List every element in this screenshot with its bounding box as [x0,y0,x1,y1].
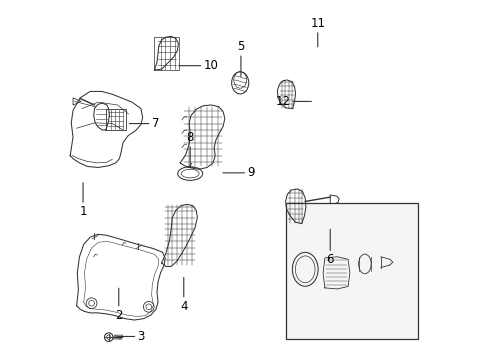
Bar [285,203,417,339]
Text: 3: 3 [137,330,144,343]
Text: 6: 6 [326,253,333,266]
Text: 2: 2 [115,309,122,321]
Text: 1: 1 [79,205,86,218]
Text: 11: 11 [309,17,325,30]
Text: 7: 7 [151,117,159,130]
Bar [106,109,125,130]
Text: 5: 5 [237,40,244,53]
Text: 12: 12 [275,95,290,108]
Text: 4: 4 [180,300,187,313]
Bar [154,37,179,70]
Text: 10: 10 [203,59,218,72]
Text: 8: 8 [186,131,194,144]
Text: 9: 9 [247,166,254,179]
